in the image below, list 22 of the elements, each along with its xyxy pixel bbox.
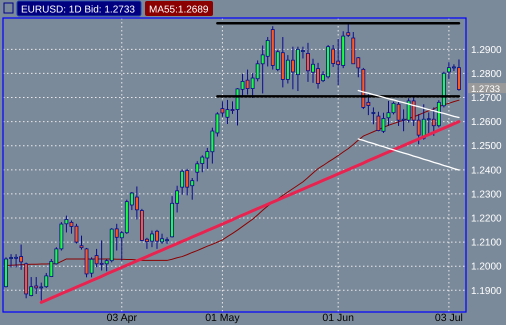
y-tick-label: 1.2900: [471, 44, 502, 56]
y-tick-label: 1.1900: [471, 286, 502, 297]
y-tick-label: 1.2400: [471, 165, 502, 176]
y-tick-label: 1.2600: [471, 117, 502, 128]
candlestick: [80, 235, 84, 250]
text: 1.2733: [471, 84, 500, 95]
text: MA55:1.2689: [149, 4, 209, 16]
y-tick-label: 1.2300: [471, 189, 502, 200]
candlestick: [371, 106, 376, 125]
line-series: [358, 138, 460, 171]
x-tick-label: 03 Apr: [106, 312, 138, 324]
chart-title: EURUSD: 1D Bid: 1.2733: [21, 4, 136, 16]
x-tick-label: 03 Jul: [434, 312, 463, 324]
x-tick-label: 01 May: [205, 312, 240, 324]
y-tick-label: 1.2800: [471, 68, 502, 80]
y-tick-label: 1.2200: [471, 214, 502, 225]
y-tick-label: 1.2500: [471, 141, 502, 152]
line-series: [40, 120, 460, 304]
y-tick-label: 1.2000: [471, 262, 502, 273]
x-tick-label: 01 Jun: [322, 312, 354, 324]
y-tick-label: 1.2100: [471, 238, 502, 249]
y-tick-label: 1.2700: [471, 93, 502, 104]
